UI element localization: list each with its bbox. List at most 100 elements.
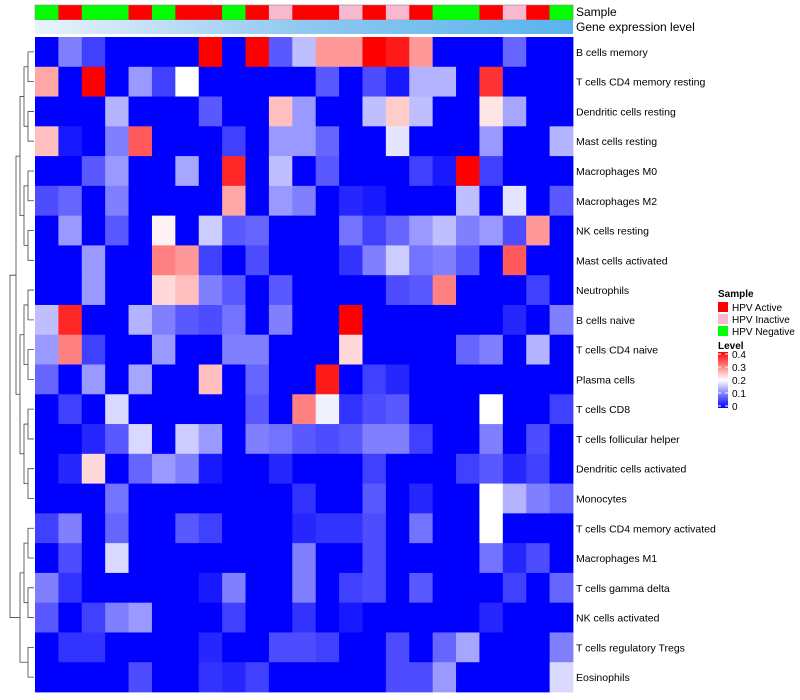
heatmap-cell: [362, 662, 387, 693]
heatmap-cell: [81, 394, 106, 425]
heatmap-cell: [479, 66, 504, 97]
heatmap-cell: [385, 453, 410, 484]
level-legend-tick: 0.3: [732, 363, 746, 374]
heatmap-cell: [502, 662, 527, 693]
heatmap-cell: [549, 632, 574, 663]
heatmap-cell: [222, 304, 246, 336]
heatmap-cell: [432, 66, 457, 97]
heatmap-cell: [339, 662, 363, 693]
heatmap-cell: [175, 126, 200, 157]
heatmap-cell: [198, 185, 223, 217]
heatmap-cell: [362, 156, 387, 187]
heatmap-cell: [502, 215, 527, 246]
heatmap-cell: [339, 632, 363, 663]
heatmap-cell: [362, 364, 387, 395]
heatmap-cell: [339, 394, 363, 425]
heatmap-cell: [409, 156, 434, 187]
row-label: T cells CD4 memory activated: [576, 523, 716, 535]
sample-annotation-cell: [268, 5, 293, 20]
heatmap-cell: [456, 632, 480, 663]
heatmap-cell: [502, 602, 527, 633]
heatmap-cell: [151, 66, 176, 97]
sample-annotation-cell: [502, 5, 527, 20]
heatmap-cell: [245, 602, 270, 633]
heatmap-cell: [549, 572, 574, 604]
heatmap-cell: [339, 513, 363, 544]
heatmap-cell: [526, 66, 551, 97]
heatmap-cell: [128, 185, 153, 217]
heatmap-cell: [128, 632, 153, 663]
row-label: Eosinophils: [576, 672, 630, 684]
heatmap-cell: [58, 334, 83, 365]
heatmap-cell: [105, 602, 129, 633]
heatmap-cell: [549, 126, 574, 157]
sample-annotation-cell: [432, 5, 457, 20]
heatmap-cell: [526, 37, 551, 68]
heatmap-cell: [222, 602, 246, 633]
heatmap-cell: [385, 66, 410, 97]
heatmap-cell: [432, 275, 457, 306]
heatmap-cell: [245, 126, 270, 157]
heatmap-cell: [58, 156, 83, 187]
heatmap-cell: [502, 483, 527, 514]
heatmap-cell: [432, 543, 457, 574]
heatmap-cell: [81, 334, 106, 365]
heatmap-cell: [362, 275, 387, 306]
heatmap-cell: [268, 483, 293, 514]
heatmap-cell: [362, 215, 387, 246]
heatmap-cell: [456, 662, 480, 693]
heatmap-cell: [292, 543, 317, 574]
heatmap-cell: [432, 215, 457, 246]
heatmap-cell: [58, 543, 83, 574]
heatmap-cell: [456, 245, 480, 276]
heatmap-cell: [268, 543, 293, 574]
heatmap-cell: [315, 37, 340, 68]
heatmap-cell: [409, 275, 434, 306]
heatmap-cell: [432, 572, 457, 604]
heatmap-cell: [409, 394, 434, 425]
heatmap-cell: [456, 215, 480, 246]
level-legend-tick: 0.4: [732, 350, 746, 361]
heatmap-cell: [245, 513, 270, 544]
heatmap-cell: [479, 602, 504, 633]
heatmap-cell: [409, 66, 434, 97]
sample-annotation-cell: [385, 5, 410, 20]
heatmap-cell: [105, 126, 129, 157]
sample-annotation-cell: [409, 5, 433, 20]
heatmap-cell: [81, 662, 106, 693]
heatmap-cell: [479, 215, 504, 246]
heatmap-cell: [409, 304, 434, 336]
heatmap-cell: [58, 304, 83, 336]
heatmap-cell: [151, 37, 176, 68]
heatmap-cell: [549, 543, 574, 574]
heatmap-cell: [128, 572, 153, 604]
heatmap-cell: [456, 156, 480, 187]
heatmap-cell: [175, 453, 200, 484]
heatmap-cell: [245, 424, 270, 455]
heatmap-cell: [128, 513, 153, 544]
heatmap-cell: [175, 156, 200, 187]
heatmap-cell: [362, 245, 387, 276]
heatmap-cell: [151, 156, 176, 187]
heatmap-cell: [432, 662, 457, 693]
heatmap-cell: [339, 215, 363, 246]
heatmap-cell: [222, 543, 246, 574]
heatmap-cell: [432, 364, 457, 395]
heatmap-cell: [409, 483, 434, 514]
heatmap-cell: [385, 126, 410, 157]
heatmap-cell: [339, 245, 363, 276]
row-label: B cells memory: [576, 47, 649, 59]
heatmap-cell: [35, 364, 59, 395]
heatmap-cell: [128, 424, 153, 455]
heatmap-cell: [35, 394, 59, 425]
heatmap-cell: [385, 543, 410, 574]
heatmap-cell: [268, 66, 293, 97]
level-legend: Level 0.4 0.3 0.2 0.1 0: [718, 341, 746, 413]
heatmap-cell: [128, 483, 153, 514]
row-dendrogram: [9, 51, 34, 678]
heatmap-cell: [128, 453, 153, 484]
heatmap-cell: [268, 394, 293, 425]
heatmap-cell: [339, 364, 363, 395]
heatmap-cell: [81, 66, 106, 97]
heatmap-cell: [81, 126, 106, 157]
